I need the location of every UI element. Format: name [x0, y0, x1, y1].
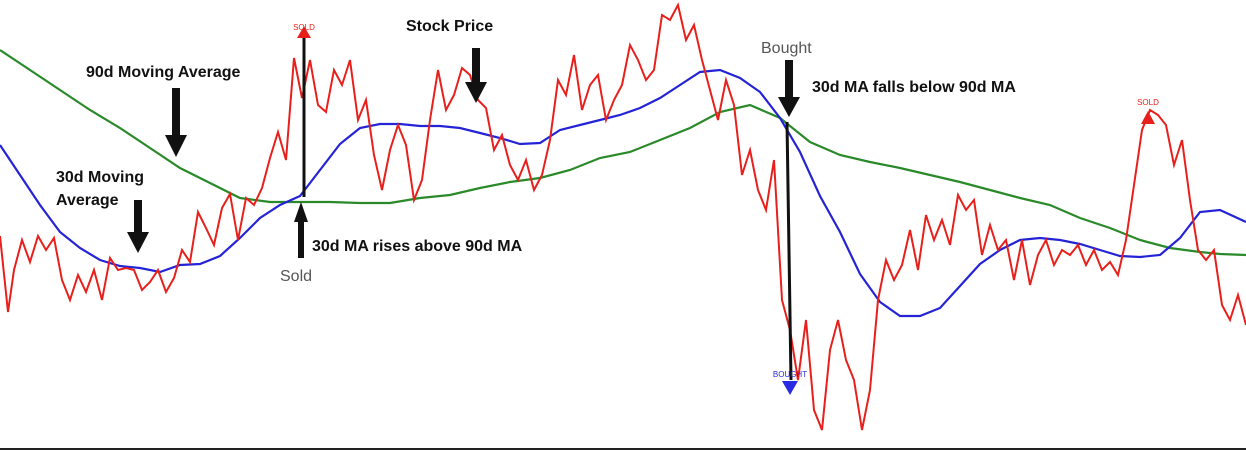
ma90-arrow-icon — [165, 88, 187, 157]
sold-marker-triangle — [297, 26, 311, 38]
cross-down-arrow-icon — [778, 60, 800, 117]
ma30-series-line — [0, 68, 1246, 318]
stock-price-label: Stock Price — [406, 18, 493, 35]
bought-marker-text: BOUGHT — [773, 370, 807, 379]
bought-vertical-line — [785, 121, 793, 381]
cross-down-label: 30d MA falls below 90d MA — [812, 79, 1016, 96]
stock-price-series-line — [0, 2, 1246, 431]
cross-up-label: 30d MA rises above 90d MA — [312, 238, 523, 255]
ma30-label-line2: Average — [56, 192, 119, 209]
sold-label: Sold — [280, 268, 312, 285]
ma90-series-line — [0, 49, 1246, 257]
ma30-label-line1: 30d Moving — [56, 169, 144, 186]
cross-up-arrow-icon — [294, 202, 308, 258]
stock-price-arrow-icon — [465, 48, 487, 103]
bought-label: Bought — [761, 40, 812, 57]
ma90-label: 90d Moving Average — [86, 64, 241, 81]
bought-marker-triangle — [782, 381, 798, 395]
sold-marker-text: SOLD — [293, 23, 315, 32]
ma30-arrow-icon — [127, 200, 149, 253]
sold-marker-right-triangle — [1141, 111, 1155, 124]
sold-marker-right-text: SOLD — [1137, 98, 1159, 107]
